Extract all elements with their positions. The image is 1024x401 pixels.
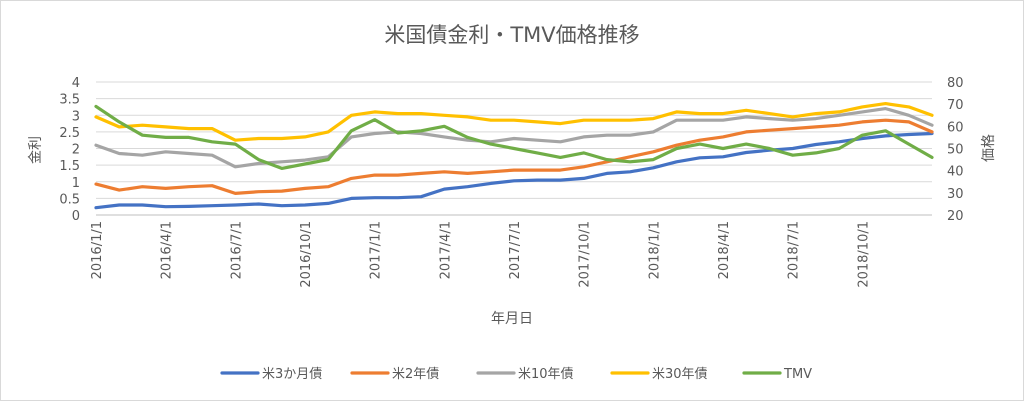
left-tick-label: 3 bbox=[72, 109, 80, 124]
x-axis-ticks: 2016/1/1 2016/4/1 2016/7/1 2016/10/1 2017/1/… bbox=[90, 221, 871, 288]
series-line-4 bbox=[94, 101, 934, 142]
x-tick-label: 2018/1/1 bbox=[647, 221, 662, 279]
right-tick-label: 40 bbox=[947, 165, 964, 180]
legend: 米3か月債 米2年債 米10年債 米30年債 TMV bbox=[220, 367, 812, 382]
left-tick-label: 1 bbox=[72, 176, 80, 191]
x-axis-title: 年月日 bbox=[491, 311, 533, 327]
x-tick-label: 2018/10/1 bbox=[856, 221, 871, 288]
legend-label: 米2年債 bbox=[392, 367, 439, 382]
right-tick-label: 50 bbox=[947, 143, 964, 158]
x-tick-label: 2017/4/1 bbox=[438, 221, 453, 279]
left-tick-label: 3.5 bbox=[59, 93, 80, 108]
x-tick-label: 2017/1/1 bbox=[369, 221, 384, 279]
legend-label: 米10年債 bbox=[518, 367, 574, 382]
chart-title: 米国債金利・TMV価格推移 bbox=[384, 23, 639, 47]
right-tick-label: 20 bbox=[947, 209, 964, 224]
gridlines bbox=[96, 81, 932, 216]
left-tick-label: 2.5 bbox=[59, 126, 80, 141]
x-tick-label: 2016/4/1 bbox=[160, 221, 175, 279]
left-tick-label: 4 bbox=[72, 76, 80, 91]
x-tick-label: 2016/7/1 bbox=[229, 221, 244, 279]
legend-label: 米30年債 bbox=[652, 367, 708, 382]
x-tick-label: 2016/10/1 bbox=[299, 221, 314, 288]
x-tick-label: 2016/1/1 bbox=[90, 221, 105, 279]
right-tick-label: 80 bbox=[947, 76, 964, 91]
left-tick-label: 2 bbox=[72, 143, 80, 158]
left-axis-title: 金利 bbox=[28, 136, 44, 164]
left-tick-label: 0.5 bbox=[59, 192, 80, 207]
x-tick-label: 2017/7/1 bbox=[508, 221, 523, 279]
x-tick-label: 2017/10/1 bbox=[578, 221, 593, 288]
series-line-2 bbox=[94, 118, 934, 195]
right-axis-ticks: 20 30 40 50 60 70 80 bbox=[947, 76, 964, 224]
series-line-1 bbox=[94, 131, 934, 210]
right-tick-label: 30 bbox=[947, 187, 964, 202]
right-tick-label: 60 bbox=[947, 120, 964, 135]
x-tick-label: 2018/7/1 bbox=[787, 221, 802, 279]
series-line-5 bbox=[94, 104, 934, 170]
legend-label: TMV bbox=[783, 367, 812, 382]
right-axis-title: 価格 bbox=[981, 134, 997, 162]
left-tick-label: 1.5 bbox=[59, 159, 80, 174]
series-lines bbox=[94, 101, 934, 210]
left-axis-ticks: 0 0.51 1.52 2.5 33.5 4 bbox=[59, 76, 80, 224]
left-tick-label: 0 bbox=[72, 209, 80, 224]
x-tick-label: 2018/4/1 bbox=[717, 221, 732, 279]
right-tick-label: 70 bbox=[947, 98, 964, 113]
legend-label: 米3か月債 bbox=[262, 367, 322, 382]
series-line-3 bbox=[94, 106, 934, 169]
